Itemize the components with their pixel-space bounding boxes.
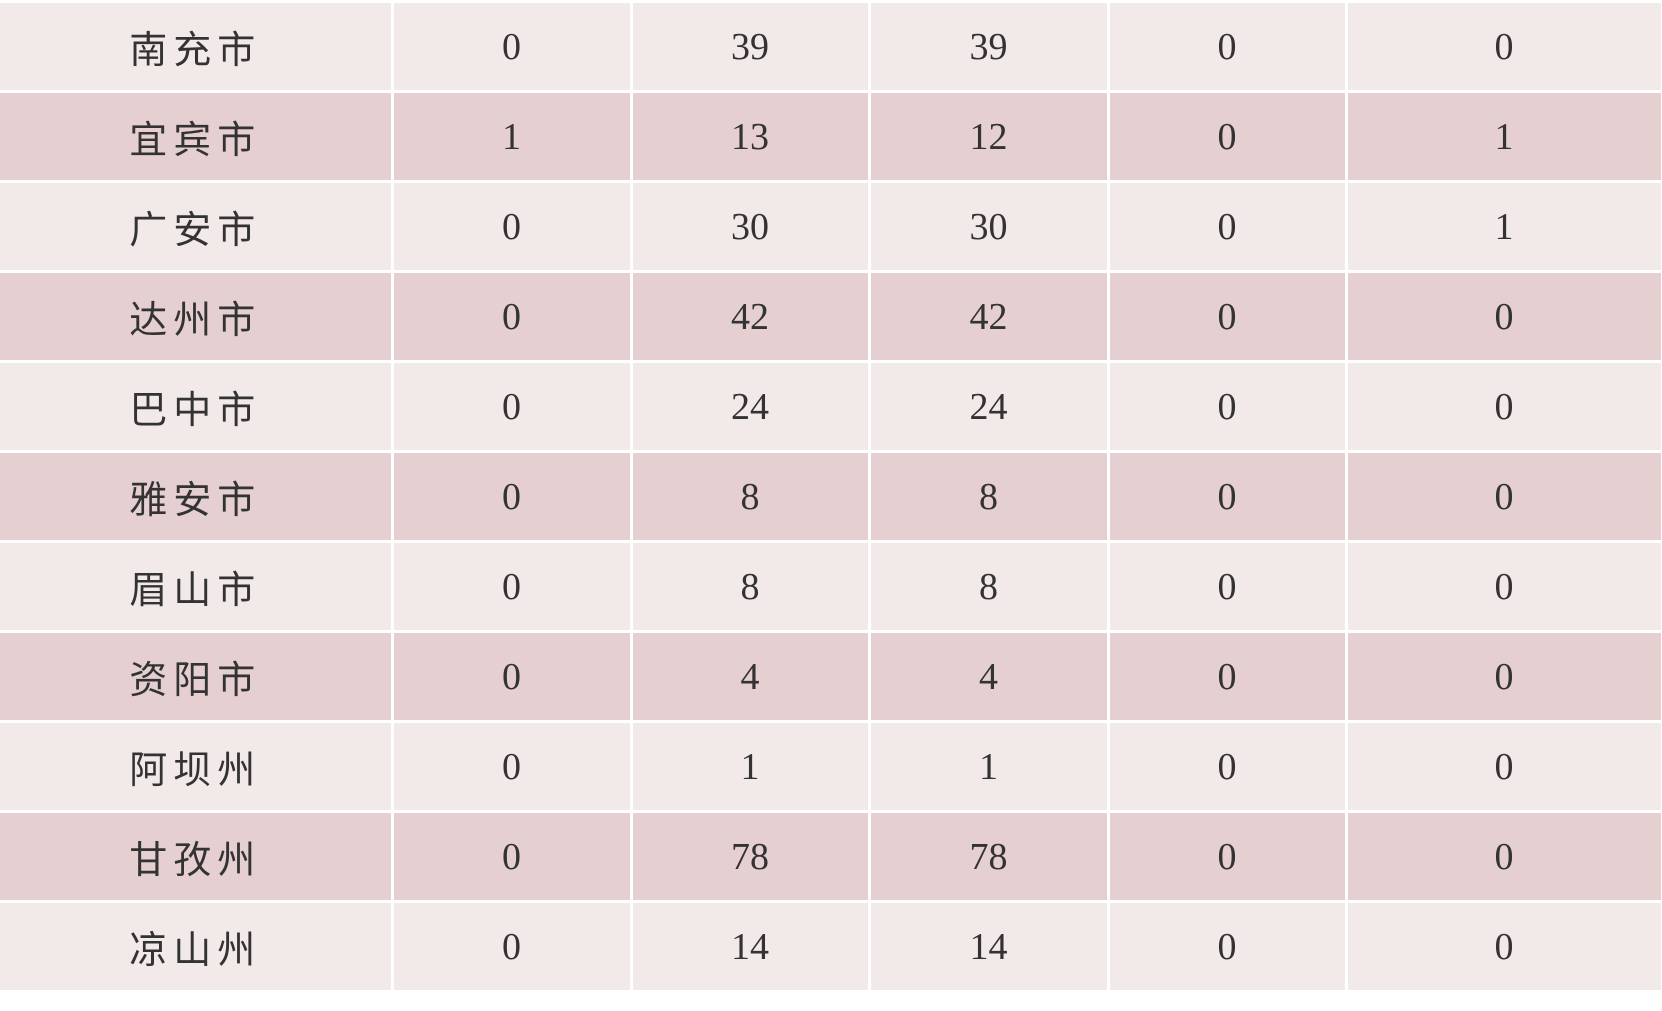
value-cell: 42 xyxy=(870,273,1107,360)
value-cell: 0 xyxy=(1109,273,1345,360)
value-cell: 14 xyxy=(870,903,1107,990)
table-row: 眉山市 0 8 8 0 0 xyxy=(0,543,1662,630)
value-cell: 0 xyxy=(1109,633,1345,720)
table-row: 雅安市 0 8 8 0 0 xyxy=(0,453,1662,540)
value-cell: 0 xyxy=(1109,93,1345,180)
value-cell: 24 xyxy=(870,363,1107,450)
value-cell: 0 xyxy=(393,273,630,360)
value-cell: 0 xyxy=(393,3,630,90)
value-cell: 0 xyxy=(1109,3,1345,90)
region-cell: 巴中市 xyxy=(0,363,391,450)
value-cell: 39 xyxy=(870,3,1107,90)
table-row: 广安市 0 30 30 0 1 xyxy=(0,183,1662,270)
value-cell: 8 xyxy=(632,453,868,540)
value-cell: 0 xyxy=(393,183,630,270)
table-row: 宜宾市 1 13 12 0 1 xyxy=(0,93,1662,180)
value-cell: 8 xyxy=(870,543,1107,630)
value-cell: 30 xyxy=(870,183,1107,270)
value-cell: 39 xyxy=(632,3,868,90)
value-cell: 8 xyxy=(870,453,1107,540)
region-cell: 凉山州 xyxy=(0,903,391,990)
region-cell: 资阳市 xyxy=(0,633,391,720)
table-row: 巴中市 0 24 24 0 0 xyxy=(0,363,1662,450)
table-row: 南充市 0 39 39 0 0 xyxy=(0,3,1662,90)
value-cell: 42 xyxy=(632,273,868,360)
value-cell: 30 xyxy=(632,183,868,270)
value-cell: 0 xyxy=(393,633,630,720)
value-cell: 0 xyxy=(1109,723,1345,810)
region-cell: 达州市 xyxy=(0,273,391,360)
value-cell: 0 xyxy=(393,723,630,810)
value-cell: 1 xyxy=(1347,183,1661,270)
region-cell: 南充市 xyxy=(0,3,391,90)
value-cell: 13 xyxy=(632,93,868,180)
value-cell: 1 xyxy=(1347,93,1661,180)
value-cell: 0 xyxy=(1347,903,1661,990)
table-row: 阿坝州 0 1 1 0 0 xyxy=(0,723,1662,810)
value-cell: 0 xyxy=(1347,363,1661,450)
region-cell: 雅安市 xyxy=(0,453,391,540)
value-cell: 0 xyxy=(1347,633,1661,720)
value-cell: 0 xyxy=(1109,903,1345,990)
value-cell: 0 xyxy=(1109,543,1345,630)
value-cell: 12 xyxy=(870,93,1107,180)
region-cell: 宜宾市 xyxy=(0,93,391,180)
value-cell: 0 xyxy=(1347,273,1661,360)
value-cell: 4 xyxy=(870,633,1107,720)
value-cell: 0 xyxy=(1109,183,1345,270)
table-row: 资阳市 0 4 4 0 0 xyxy=(0,633,1662,720)
value-cell: 0 xyxy=(1347,453,1661,540)
value-cell: 0 xyxy=(1109,813,1345,900)
region-cell: 阿坝州 xyxy=(0,723,391,810)
value-cell: 0 xyxy=(393,543,630,630)
region-cell: 甘孜州 xyxy=(0,813,391,900)
table-row: 甘孜州 0 78 78 0 0 xyxy=(0,813,1662,900)
value-cell: 1 xyxy=(632,723,868,810)
value-cell: 14 xyxy=(632,903,868,990)
value-cell: 8 xyxy=(632,543,868,630)
table-row: 凉山州 0 14 14 0 0 xyxy=(0,903,1662,990)
table-row: 达州市 0 42 42 0 0 xyxy=(0,273,1662,360)
value-cell: 0 xyxy=(393,903,630,990)
value-cell: 0 xyxy=(393,813,630,900)
value-cell: 0 xyxy=(1109,363,1345,450)
value-cell: 78 xyxy=(632,813,868,900)
value-cell: 0 xyxy=(1109,453,1345,540)
value-cell: 78 xyxy=(870,813,1107,900)
value-cell: 0 xyxy=(1347,3,1661,90)
region-cell: 广安市 xyxy=(0,183,391,270)
value-cell: 1 xyxy=(393,93,630,180)
value-cell: 0 xyxy=(1347,723,1661,810)
value-cell: 0 xyxy=(393,363,630,450)
value-cell: 0 xyxy=(1347,543,1661,630)
value-cell: 4 xyxy=(632,633,868,720)
value-cell: 24 xyxy=(632,363,868,450)
region-cell: 眉山市 xyxy=(0,543,391,630)
value-cell: 0 xyxy=(1347,813,1661,900)
value-cell: 0 xyxy=(393,453,630,540)
value-cell: 1 xyxy=(870,723,1107,810)
